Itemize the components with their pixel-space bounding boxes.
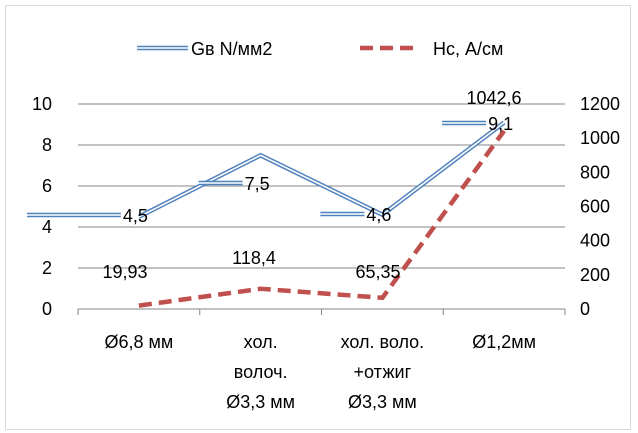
legend-label-gv: Gв N/мм2: [191, 39, 272, 59]
data-label-hc: 1042,6: [466, 88, 521, 108]
series-line-hc: [138, 129, 506, 308]
y-left-tick-label: 6: [42, 176, 52, 196]
data-label-hc: 118,4: [232, 248, 276, 268]
chart-frame: [5, 5, 631, 430]
x-category-label: +отжиг: [354, 362, 412, 382]
y-left-tick-label: 4: [42, 217, 52, 237]
data-labels: 4,5 7,5 4,6 9,1 19,93 118,4 65,35 1042,6: [27, 88, 522, 282]
y-left-tick-label: 0: [42, 299, 52, 319]
x-category-label: Ø3,3 мм: [226, 392, 295, 412]
data-label-hc: 65,35: [355, 262, 400, 282]
x-category-label: Ø1,2мм: [472, 332, 536, 352]
y-right-tick-label: 400: [580, 231, 610, 251]
x-category-label: Ø6,8 мм: [104, 332, 173, 352]
data-label-gv: 4,6: [366, 205, 391, 225]
y-right-tick-label: 600: [580, 197, 610, 217]
data-label-hc: 19,93: [102, 262, 147, 282]
legend: Gв N/мм2 Hc, А/см: [137, 39, 503, 59]
y-right-tick-label: 1000: [580, 128, 620, 148]
x-category-label: хол. воло.: [341, 332, 425, 352]
y-left-tick-label: 8: [42, 135, 52, 155]
data-label-gv: 9,1: [488, 114, 513, 134]
legend-label-hc: Hc, А/см: [433, 39, 503, 59]
series-lines: [137, 120, 506, 308]
y-left-tick-label: 2: [42, 258, 52, 278]
y-right-tick-label: 1200: [580, 94, 620, 114]
series-line-gv-inner: [138, 121, 505, 218]
axes: 0 2 4 6 8 10 0 200 400 600 800 1000 1200 Ø6,8 мм хол. в…: [32, 94, 620, 412]
x-category-label: волоч.: [234, 362, 288, 382]
data-label-gv: 7,5: [245, 174, 270, 194]
y-right-tick-label: 200: [580, 265, 610, 285]
x-category-label: Ø3,3 мм: [348, 392, 417, 412]
y-right-tick-label: 800: [580, 162, 610, 182]
y-right-tick-label: 0: [580, 299, 590, 319]
x-category-label: хол.: [244, 332, 278, 352]
data-label-gv: 4,5: [123, 206, 148, 226]
y-left-tick-label: 10: [32, 94, 52, 114]
